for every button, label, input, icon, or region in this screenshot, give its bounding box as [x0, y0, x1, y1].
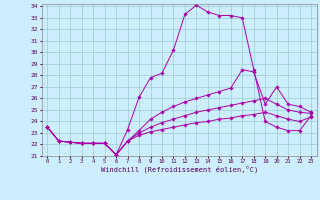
X-axis label: Windchill (Refroidissement éolien,°C): Windchill (Refroidissement éolien,°C): [100, 166, 258, 173]
